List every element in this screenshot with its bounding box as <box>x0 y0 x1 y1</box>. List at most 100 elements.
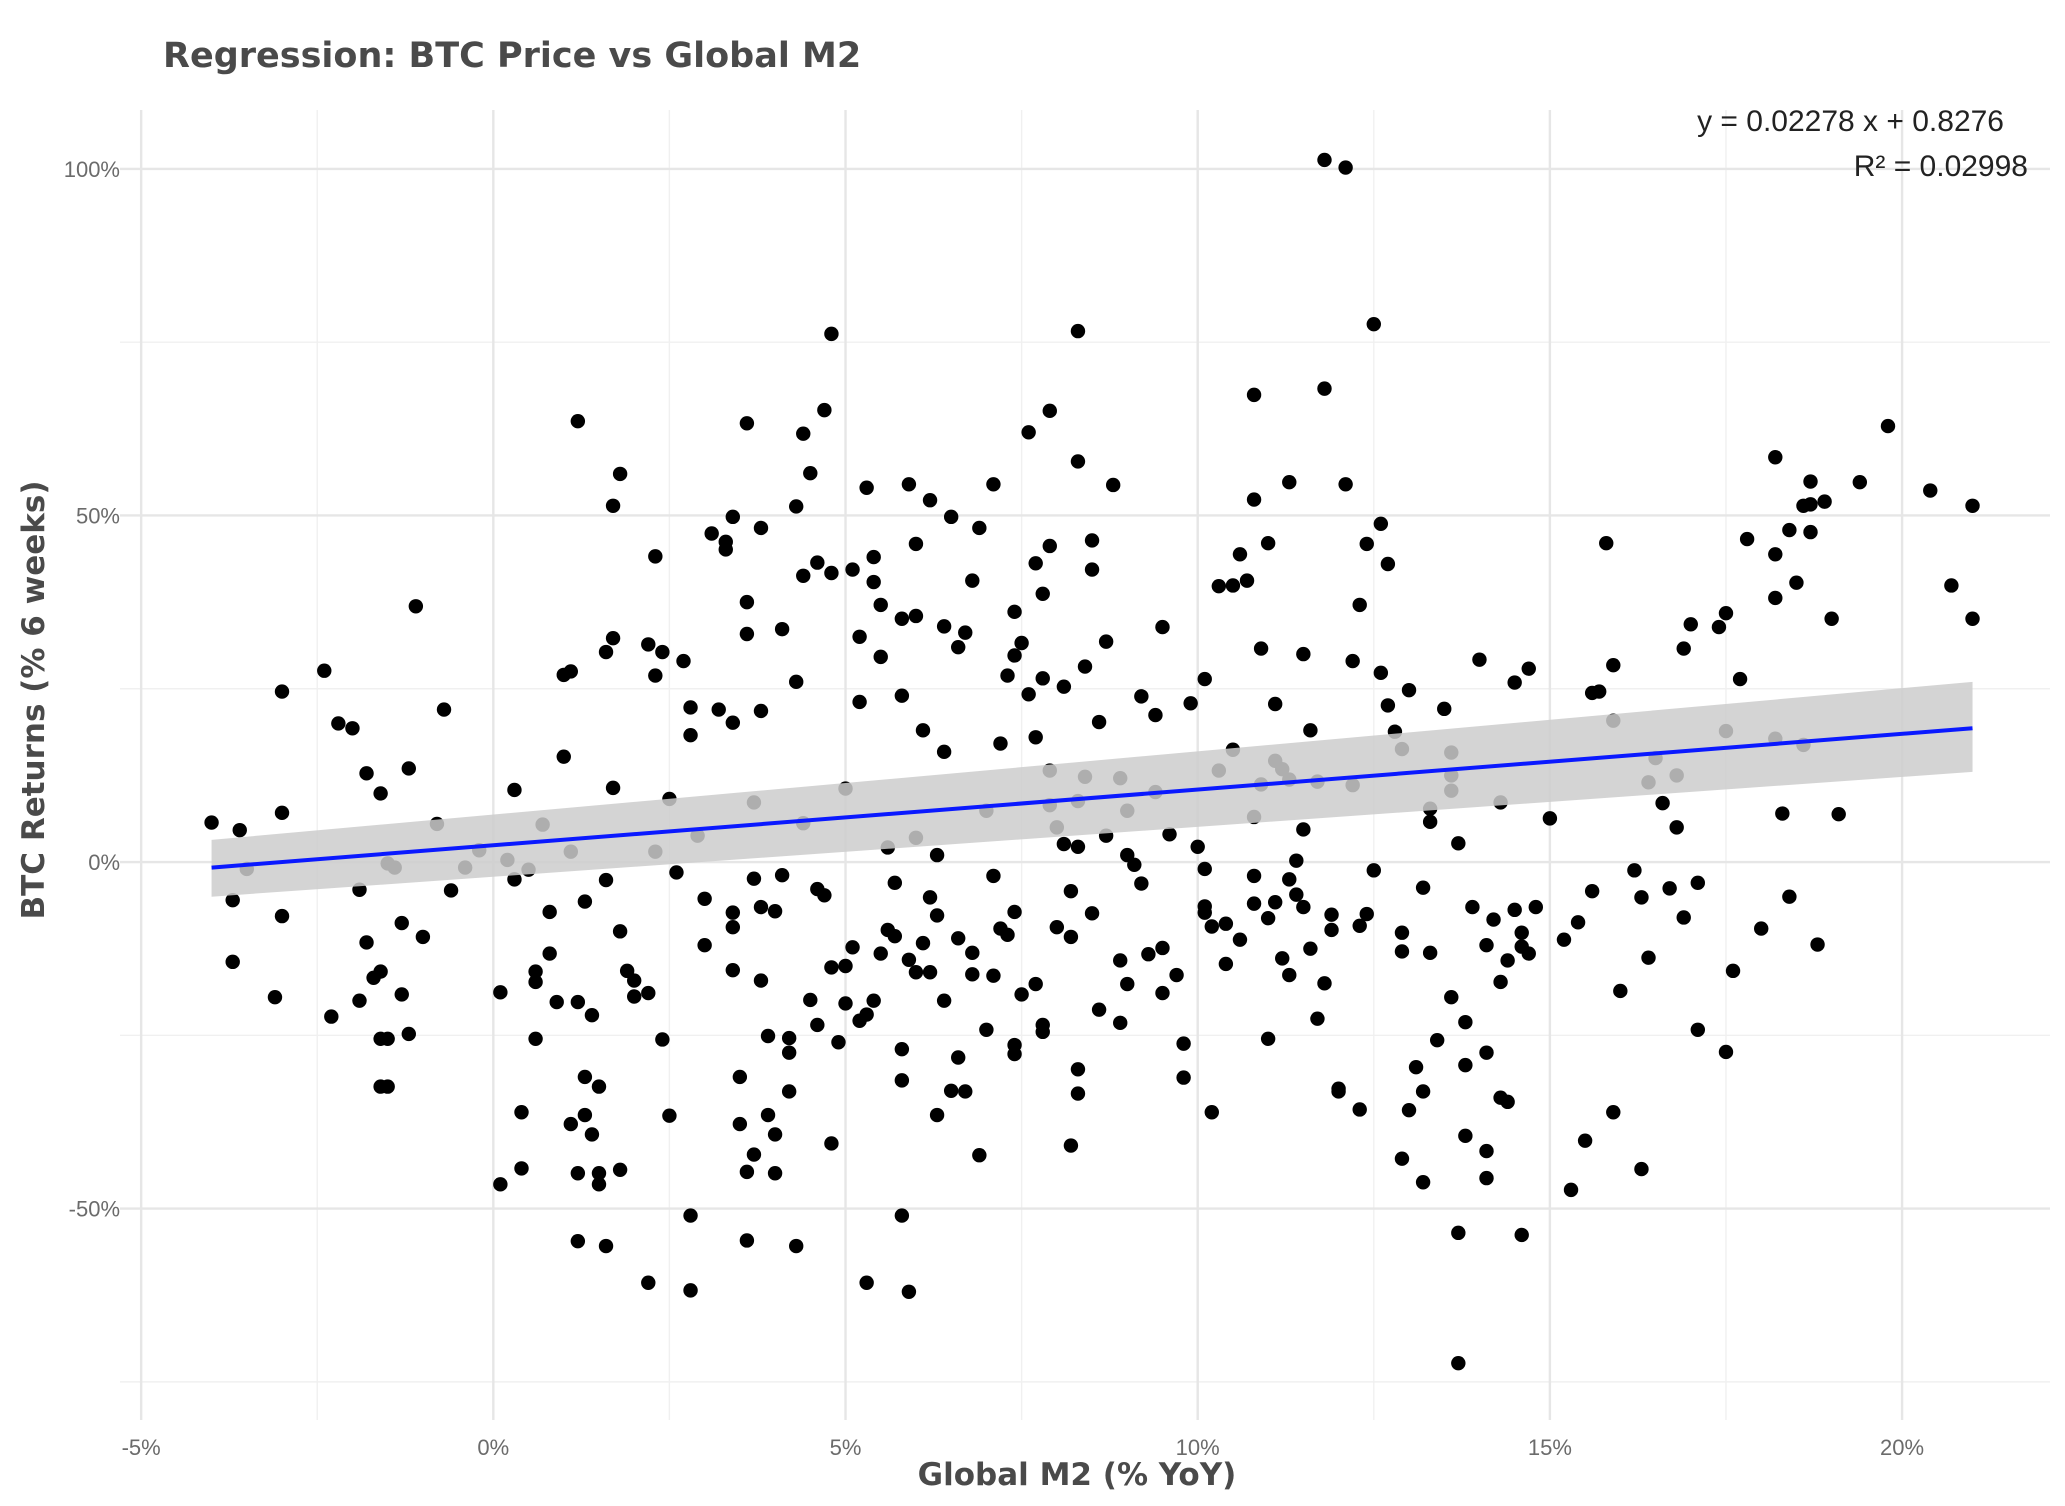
data-point <box>1803 474 1818 489</box>
data-point <box>584 1127 600 1142</box>
data-point <box>986 968 1001 983</box>
data-point <box>951 931 966 946</box>
data-point <box>1028 730 1043 745</box>
data-point <box>225 954 240 970</box>
data-point <box>655 644 670 660</box>
data-point <box>1803 497 1818 512</box>
regression-line <box>211 726 1973 870</box>
data-point <box>648 668 663 683</box>
data-point <box>1197 861 1212 877</box>
data-point <box>824 565 839 581</box>
data-point <box>943 509 959 525</box>
data-point <box>443 883 459 898</box>
data-point <box>570 1233 586 1249</box>
data-point <box>1718 606 1734 621</box>
data-point <box>373 1079 388 1094</box>
data-point <box>1035 671 1050 686</box>
data-point <box>1070 1062 1086 1077</box>
data-point <box>817 402 832 418</box>
data-point <box>1260 536 1276 551</box>
data-point <box>1803 524 1818 540</box>
data-point <box>373 964 388 979</box>
data-point <box>1352 918 1367 934</box>
data-point <box>1500 1094 1515 1110</box>
data-point <box>951 639 966 655</box>
data-point <box>753 520 769 536</box>
x-tick-label: 10% <box>1176 1435 1220 1460</box>
data-point <box>1366 863 1381 878</box>
data-point <box>732 1069 748 1085</box>
data-point <box>563 1116 579 1132</box>
data-point <box>1148 707 1163 723</box>
data-point <box>1810 937 1825 952</box>
data-point <box>760 1028 776 1044</box>
data-point <box>859 480 874 495</box>
data-point <box>1415 1084 1431 1099</box>
data-point <box>1479 1045 1494 1060</box>
y-tick-labels: -50% 0% 50% 100% <box>64 157 120 1222</box>
data-point <box>1260 910 1276 926</box>
data-point <box>1105 477 1121 493</box>
data-point <box>852 694 867 710</box>
data-point <box>570 994 586 1010</box>
data-point <box>1627 863 1642 878</box>
data-point <box>1141 947 1156 962</box>
data-point <box>866 993 881 1008</box>
data-point <box>1289 887 1304 902</box>
data-point <box>591 1177 607 1192</box>
data-point <box>1007 1046 1022 1062</box>
x-tick-label: 20% <box>1880 1435 1924 1460</box>
data-point <box>626 973 642 988</box>
data-point <box>1676 641 1691 656</box>
data-point <box>1514 1227 1529 1243</box>
data-point <box>1486 912 1501 927</box>
data-point <box>359 935 374 950</box>
data-point <box>1429 1032 1445 1048</box>
data-point <box>1253 641 1269 656</box>
r-squared-annotation: R² = 0.02998 <box>1854 150 2028 183</box>
data-point <box>746 1147 762 1162</box>
data-point <box>1155 940 1170 956</box>
data-point <box>1676 910 1691 925</box>
data-point <box>549 994 564 1010</box>
data-point <box>810 1017 825 1033</box>
data-point <box>958 1084 973 1099</box>
data-point <box>1028 976 1043 992</box>
data-point <box>493 985 508 1000</box>
data-point <box>1408 1060 1424 1075</box>
data-point <box>1606 1105 1621 1120</box>
data-point <box>1669 820 1684 835</box>
data-point <box>781 1084 797 1099</box>
data-point <box>1035 586 1050 601</box>
data-point <box>979 1022 994 1037</box>
data-point <box>1352 1102 1367 1117</box>
data-point <box>1521 661 1536 676</box>
data-point <box>922 493 938 508</box>
data-point <box>1296 646 1311 662</box>
data-point <box>1965 498 1980 513</box>
data-point <box>605 498 621 513</box>
data-point <box>1514 925 1529 940</box>
data-point <box>866 574 881 590</box>
data-point <box>598 872 614 888</box>
data-point <box>697 891 712 906</box>
data-point <box>1345 653 1360 669</box>
data-point <box>753 703 769 719</box>
data-point <box>1366 316 1381 332</box>
data-point <box>1352 597 1367 613</box>
data-point <box>753 973 769 988</box>
data-point <box>612 1162 628 1177</box>
data-point <box>556 749 571 764</box>
data-point <box>1127 857 1142 873</box>
data-point <box>1204 1105 1219 1120</box>
data-point <box>894 1041 910 1057</box>
data-point <box>746 871 762 886</box>
data-point <box>1225 578 1241 593</box>
data-point <box>1275 951 1290 966</box>
data-point <box>739 1233 755 1248</box>
data-point <box>1232 547 1248 562</box>
x-axis-title: Global M2 (% YoY) <box>918 1457 1237 1493</box>
data-point <box>577 1069 593 1085</box>
data-point <box>1296 899 1311 915</box>
data-point <box>986 868 1001 884</box>
